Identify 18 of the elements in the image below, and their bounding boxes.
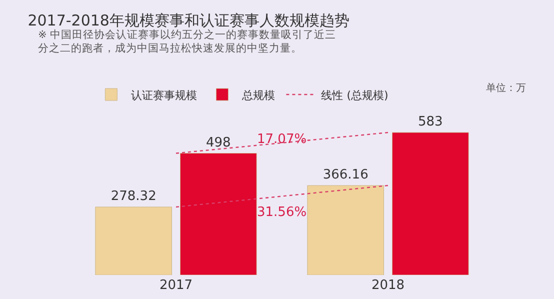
bar [95, 206, 172, 275]
bar [307, 185, 384, 275]
text: 单位：万 [486, 82, 526, 94]
bar [392, 132, 469, 275]
legend-label: 总规模 [241, 88, 276, 102]
bar [180, 153, 257, 275]
x-tick-label: 2018 [371, 278, 405, 293]
data-label: 366.16 [322, 168, 368, 182]
data-label: 278.32 [110, 188, 156, 204]
annotation: 31.56% [257, 205, 307, 220]
annotation: 17.07% [257, 132, 307, 147]
legend-label: 认证赛事规模 [131, 88, 198, 102]
data-label: 498 [206, 135, 231, 150]
legend-label: 线性 (总规模) [321, 88, 388, 102]
x-tick-label: 2017 [159, 278, 193, 293]
chart-subtitle: ※ 中国田径协会认证赛事以约五分之一的赛事数量吸引了近三分之二的跑者，成为中国马拉松快速发展的中坚力量。 [38, 28, 336, 55]
data-label: 583 [418, 114, 443, 130]
chart-title: 2017-2018年规模赛事和认证赛事人数规模趋势 [28, 11, 350, 30]
